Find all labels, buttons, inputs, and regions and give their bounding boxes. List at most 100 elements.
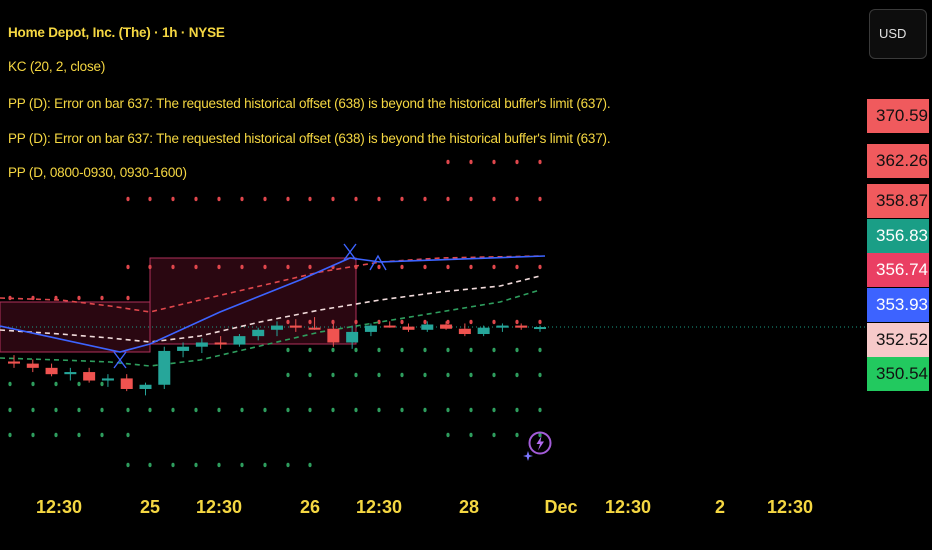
- price-scale-label: 352.52: [867, 323, 929, 357]
- candle-body: [383, 325, 396, 328]
- pivot-level-dot: [286, 407, 290, 413]
- pivot-level-dot: [423, 264, 427, 270]
- pivot-level-dot: [515, 264, 519, 270]
- pivot-level-dot: [469, 319, 473, 325]
- price-scale-label: 356.83: [867, 219, 929, 253]
- x-axis-tick-label: 12:30: [195, 497, 243, 517]
- pivot-level-dot: [400, 196, 404, 202]
- x-axis-tick-label: 12:30: [35, 497, 83, 517]
- candle-body: [26, 363, 39, 368]
- pivot-level-dot: [400, 264, 404, 270]
- pivot-level-dot: [331, 372, 335, 378]
- pivot-level-dot: [446, 319, 450, 325]
- pivot-level-dot: [194, 462, 198, 468]
- currency-button[interactable]: USD: [869, 9, 927, 59]
- pivot-level-dot: [126, 407, 130, 413]
- pivot-level-dot: [286, 462, 290, 468]
- kc-basis-line: [0, 275, 541, 343]
- pivot-level-dot: [126, 295, 130, 301]
- candle-body: [177, 346, 190, 351]
- pivot-level-dot: [171, 196, 175, 202]
- pivot-level-dot: [217, 462, 221, 468]
- candle-body: [120, 378, 133, 389]
- pivot-level-dot: [354, 347, 358, 353]
- candle-body: [534, 327, 546, 330]
- candle-body: [289, 325, 302, 328]
- candle-body: [440, 324, 453, 329]
- pivot-level-dot: [423, 319, 427, 325]
- pivot-level-dot: [126, 462, 130, 468]
- candle-body: [458, 328, 471, 335]
- pivot-level-dot: [194, 264, 198, 270]
- pivot-level-dot: [217, 196, 221, 202]
- pivot-level-dot: [126, 264, 130, 270]
- pivot-level-dot: [492, 159, 496, 165]
- pivot-level-dot: [469, 159, 473, 165]
- price-chart[interactable]: [0, 0, 868, 482]
- pivot-level-dot: [446, 347, 450, 353]
- candle-body: [139, 384, 152, 389]
- pivot-level-dot: [286, 264, 290, 270]
- pivot-level-dot: [331, 319, 335, 325]
- pivot-level-dot: [8, 381, 12, 387]
- session-box: [0, 301, 151, 353]
- pivot-level-dot: [286, 347, 290, 353]
- pivot-level-dot: [194, 196, 198, 202]
- pivot-level-dot: [31, 407, 35, 413]
- pivot-level-dot: [171, 264, 175, 270]
- pivot-level-dot: [423, 196, 427, 202]
- x-axis-tick-label: 25: [139, 497, 161, 517]
- pivot-level-dot: [515, 196, 519, 202]
- pivot-level-dot: [515, 159, 519, 165]
- pivot-level-dot: [308, 264, 312, 270]
- candle-body: [515, 325, 528, 328]
- pivot-level-dot: [31, 381, 35, 387]
- pivot-level-dot: [515, 372, 519, 378]
- x-axis-tick-label: 26: [299, 497, 321, 517]
- price-scale-label: 370.59: [867, 99, 929, 133]
- pivot-level-dot: [8, 407, 12, 413]
- symbol-title[interactable]: Home Depot, Inc. (The) · 1h · NYSE: [8, 25, 225, 40]
- candle-body: [496, 325, 509, 328]
- pivot-level-dot: [492, 407, 496, 413]
- candle-body: [64, 372, 77, 375]
- candle-body: [101, 378, 114, 381]
- pivot-level-dot: [54, 407, 58, 413]
- swing-marker: [113, 351, 127, 369]
- pivot-level-dot: [377, 347, 381, 353]
- pivot-level-dot: [240, 196, 244, 202]
- pivot-level-dot: [100, 432, 104, 438]
- pivot-level-dot: [538, 319, 542, 325]
- pivot-level-dot: [538, 372, 542, 378]
- candle-body: [158, 350, 171, 385]
- pivot-level-dot: [308, 372, 312, 378]
- pivot-level-dot: [446, 264, 450, 270]
- candle-body: [271, 325, 283, 330]
- pivot-level-dot: [308, 462, 312, 468]
- pivot-level-dot: [331, 196, 335, 202]
- kc-upper-line: [0, 255, 541, 313]
- pivot-level-dot: [286, 372, 290, 378]
- pivot-level-dot: [400, 372, 404, 378]
- pivot-level-dot: [148, 264, 152, 270]
- pivot-level-dot: [492, 196, 496, 202]
- pivot-level-dot: [469, 196, 473, 202]
- pivot-level-dot: [446, 407, 450, 413]
- x-axis-tick-label: 12:30: [355, 497, 403, 517]
- pp-indicator-label[interactable]: PP (D, 0800-0930, 0930-1600): [8, 165, 187, 180]
- pivot-level-dot: [126, 196, 130, 202]
- pivot-level-dot: [446, 159, 450, 165]
- pivot-level-dot: [263, 196, 267, 202]
- pivot-level-dot: [377, 372, 381, 378]
- candle-body: [252, 329, 265, 337]
- x-axis-tick-label: 12:30: [604, 497, 652, 517]
- pivot-level-dot: [100, 407, 104, 413]
- kc-indicator-label[interactable]: KC (20, 2, close): [8, 59, 106, 74]
- pivot-level-dot: [469, 372, 473, 378]
- pivot-level-dot: [308, 347, 312, 353]
- pivot-level-dot: [538, 432, 542, 438]
- pivot-level-dot: [217, 264, 221, 270]
- lightning-alert-icon[interactable]: [520, 428, 554, 462]
- pivot-level-dot: [492, 432, 496, 438]
- pivot-level-dot: [54, 381, 58, 387]
